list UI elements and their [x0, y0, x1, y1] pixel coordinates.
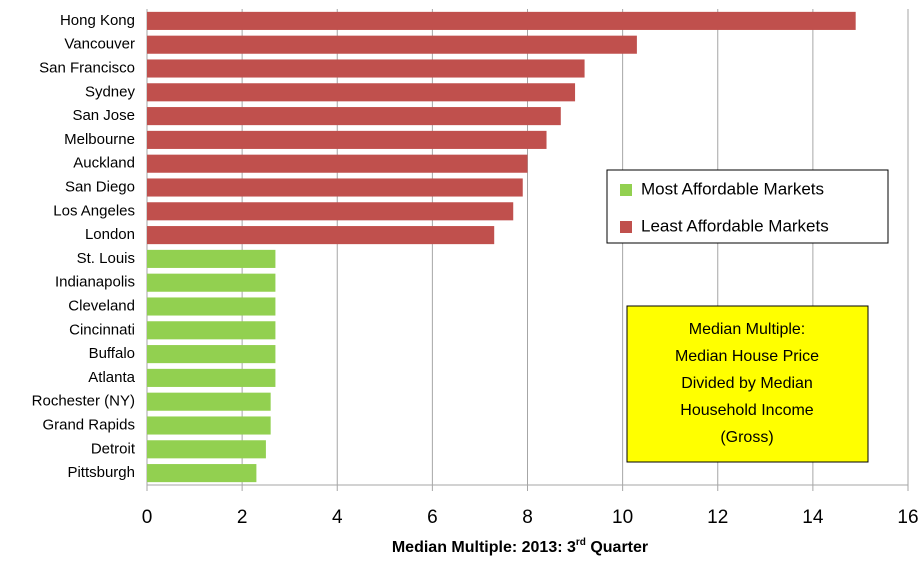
y-tick-label: St. Louis [77, 250, 135, 267]
bar [147, 107, 561, 126]
annotation-line: Household Income [680, 402, 814, 419]
bar [147, 392, 271, 411]
bar [147, 273, 276, 292]
legend-swatch [620, 221, 632, 233]
bar [147, 321, 276, 340]
y-tick-label: Pittsburgh [67, 464, 135, 481]
bar [147, 297, 276, 316]
y-tick-label: Sydney [85, 83, 136, 100]
annotation-line: Median House Price [675, 348, 819, 365]
x-tick-label: 16 [897, 507, 918, 528]
bar [147, 440, 266, 459]
y-tick-label: London [85, 226, 135, 243]
legend-label: Least Affordable Markets [641, 216, 829, 235]
y-tick-label: Vancouver [64, 36, 135, 53]
y-tick-label: San Francisco [39, 59, 135, 76]
y-tick-label: Detroit [91, 440, 136, 457]
bar [147, 35, 637, 54]
x-tick-label: 0 [142, 507, 153, 528]
annotation-line: Median Multiple: [689, 321, 806, 338]
y-tick-label: Auckland [73, 155, 135, 172]
bar [147, 11, 856, 30]
bar [147, 464, 257, 483]
y-tick-label: Cincinnati [69, 321, 135, 338]
bar [147, 130, 547, 149]
x-label-part: Quarter [586, 539, 648, 556]
legend-box [606, 169, 889, 244]
y-tick-label: Atlanta [88, 369, 135, 386]
legend-swatch [620, 184, 632, 196]
x-tick-label: 4 [332, 507, 343, 528]
x-label-part: Median Multiple: 2013: 3 [392, 539, 576, 556]
bar [147, 368, 276, 387]
x-tick-label: 6 [427, 507, 438, 528]
bar [147, 154, 528, 173]
bar [147, 83, 576, 102]
y-tick-label: Rochester (NY) [32, 393, 135, 410]
y-tick-label: San Diego [65, 178, 135, 195]
annotation-line: (Gross) [720, 429, 773, 446]
bar [147, 345, 276, 364]
bar [147, 416, 271, 435]
x-axis-label: Median Multiple: 2013: 3rd Quarter [392, 537, 648, 557]
bar [147, 202, 514, 221]
bar [147, 178, 523, 197]
y-tick-label: Grand Rapids [42, 416, 135, 433]
legend-label: Most Affordable Markets [641, 179, 824, 198]
x-label-sup: rd [576, 537, 586, 548]
x-tick-label: 8 [522, 507, 533, 528]
x-tick-label: 2 [237, 507, 248, 528]
annotation-box [626, 305, 869, 463]
y-tick-label: Cleveland [68, 297, 135, 314]
y-tick-label: Hong Kong [60, 12, 135, 29]
bar [147, 59, 585, 78]
bar [147, 226, 495, 245]
y-tick-label: San Jose [72, 107, 135, 124]
annotation-line: Divided by Median [681, 375, 813, 392]
y-tick-label: Los Angeles [53, 202, 135, 219]
y-tick-label: Buffalo [89, 345, 135, 362]
bar [147, 249, 276, 268]
y-tick-label: Melbourne [64, 131, 135, 148]
y-tick-label: Indianapolis [55, 274, 135, 291]
x-tick-label: 14 [802, 507, 824, 528]
x-tick-label: 10 [612, 507, 633, 528]
x-tick-label: 12 [707, 507, 728, 528]
